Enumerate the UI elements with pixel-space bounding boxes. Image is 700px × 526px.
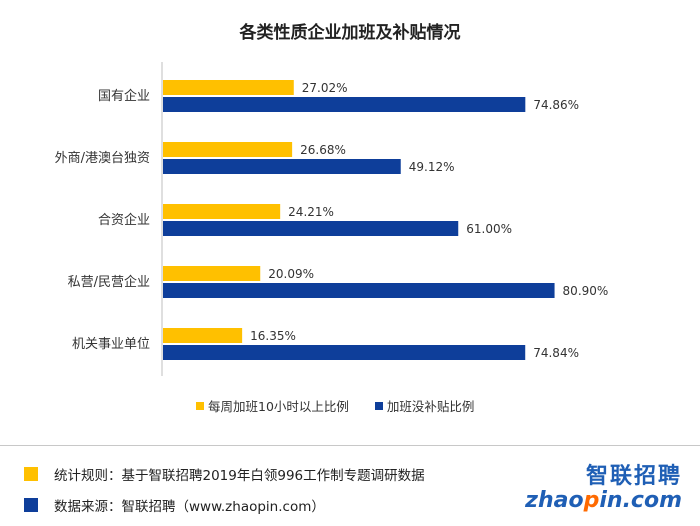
data-label: 61.00% bbox=[466, 222, 512, 236]
bar-overtime bbox=[163, 142, 293, 157]
logo-en-text: zhaopin.com bbox=[525, 488, 682, 513]
bar-no-subsidy bbox=[163, 221, 459, 236]
category-label: 外商/港澳台独资 bbox=[55, 150, 150, 166]
bar-overtime bbox=[163, 328, 243, 343]
legend-item-overtime: 每周加班10小时以上比例 bbox=[196, 396, 349, 415]
bar-chart: 国有企业 27.02% 74.86% 外商/港澳台独资 26.68% 49.12% 合资企业… bbox=[55, 62, 609, 376]
bar-no-subsidy bbox=[163, 345, 526, 360]
zhaopin-logo: 智联招聘 zhaopin.com bbox=[525, 458, 682, 513]
logo-cn-text: 智联招聘 bbox=[585, 464, 682, 489]
chart-legend: 每周加班10小时以上比例 加班没补贴比例 bbox=[196, 396, 474, 415]
data-label: 20.09% bbox=[268, 267, 314, 281]
bar-no-subsidy bbox=[163, 283, 555, 298]
data-label: 49.12% bbox=[409, 160, 455, 174]
legend-swatch-no-subsidy bbox=[374, 401, 383, 410]
footer-divider bbox=[0, 445, 700, 446]
data-label: 24.21% bbox=[288, 205, 334, 219]
bar-overtime bbox=[163, 266, 261, 281]
data-label: 16.35% bbox=[250, 329, 296, 343]
bar-no-subsidy bbox=[163, 97, 526, 112]
source-square-icon bbox=[24, 498, 38, 512]
bar-no-subsidy bbox=[163, 159, 401, 174]
footer-source-text: 数据来源：智联招聘（www.zhaopin.com） bbox=[54, 499, 325, 515]
data-label: 74.86% bbox=[533, 98, 579, 112]
data-label: 26.68% bbox=[300, 143, 346, 157]
category-label: 私营/民营企业 bbox=[68, 274, 150, 290]
data-label: 80.90% bbox=[563, 284, 609, 298]
chart-title: 各类性质企业加班及补贴情况 bbox=[239, 23, 461, 43]
footer-rule-note: 统计规则：基于智联招聘2019年白领996工作制专题调研数据 bbox=[24, 464, 425, 484]
category-label: 国有企业 bbox=[98, 88, 150, 104]
legend-label-overtime: 每周加班10小时以上比例 bbox=[208, 399, 349, 414]
legend-label-no-subsidy: 加班没补贴比例 bbox=[386, 399, 475, 414]
bar-overtime bbox=[163, 80, 294, 95]
bar-overtime bbox=[163, 204, 281, 219]
footer-source-note: 数据来源：智联招聘（www.zhaopin.com） bbox=[24, 495, 325, 515]
category-label: 合资企业 bbox=[98, 212, 150, 228]
category-label: 机关事业单位 bbox=[72, 337, 150, 352]
data-label: 27.02% bbox=[302, 81, 348, 95]
rule-square-icon bbox=[24, 467, 38, 481]
data-label: 74.84% bbox=[533, 346, 579, 360]
footer-rule-text: 统计规则：基于智联招聘2019年白领996工作制专题调研数据 bbox=[54, 468, 425, 484]
legend-item-no-subsidy: 加班没补贴比例 bbox=[374, 396, 475, 415]
legend-swatch-overtime bbox=[196, 401, 204, 410]
